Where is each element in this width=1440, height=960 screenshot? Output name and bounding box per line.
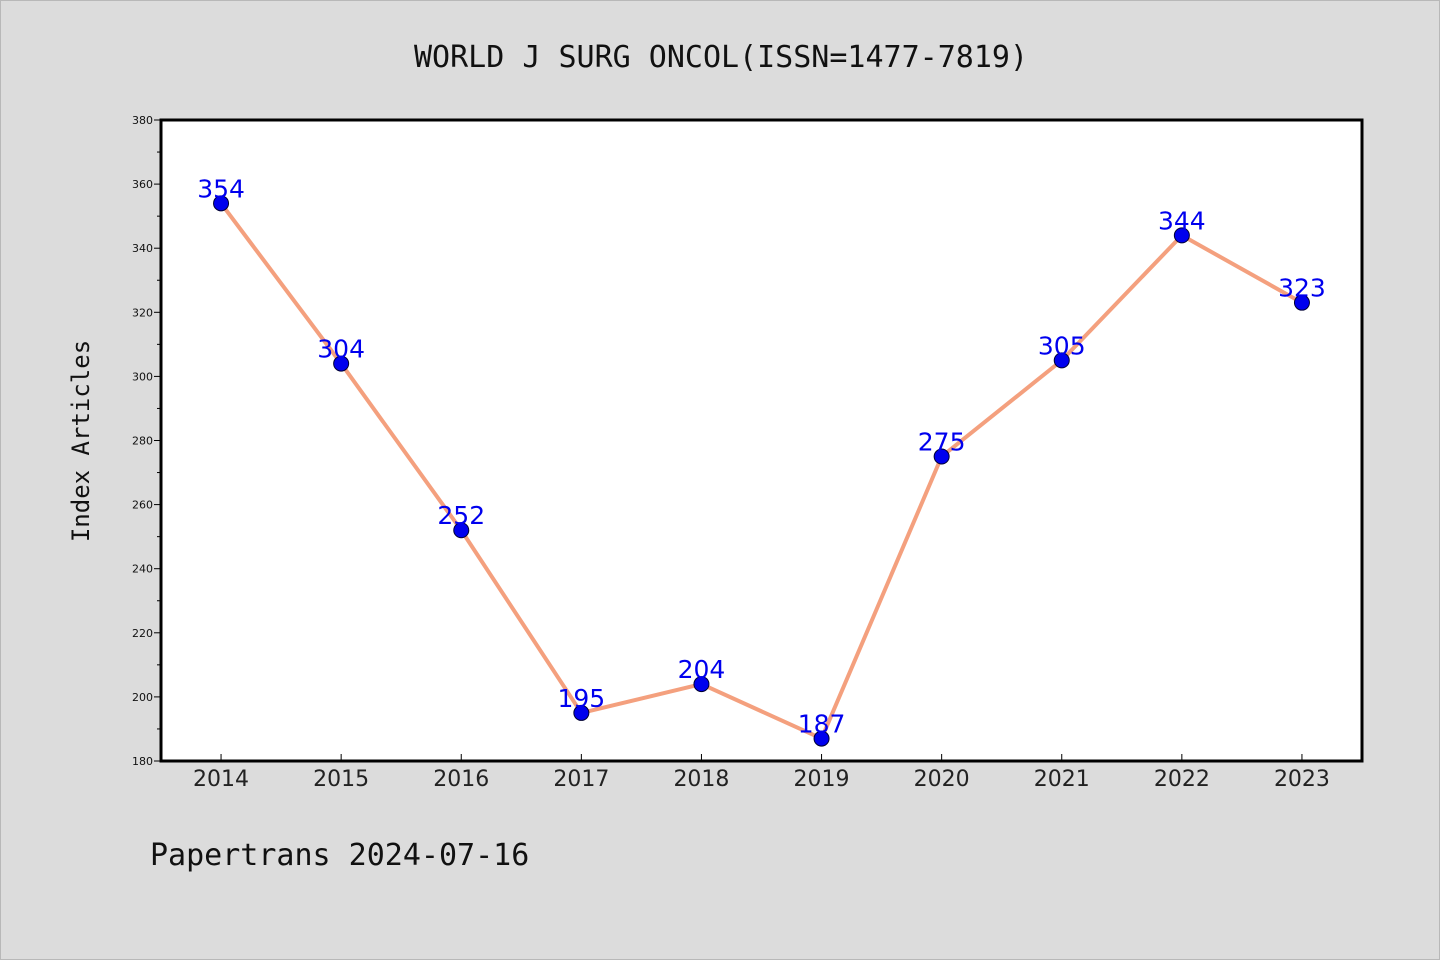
data-label: 344	[1158, 206, 1206, 235]
series-line-segment	[699, 682, 824, 741]
plot-area	[159, 118, 1364, 763]
y-tick-label: 220	[132, 627, 153, 640]
y-tick-label: 180	[132, 755, 153, 768]
data-point	[213, 195, 230, 212]
y-tick-label: 240	[132, 563, 153, 576]
data-point	[333, 355, 350, 372]
y-tick-label: 300	[132, 370, 153, 383]
y-tick-label: 380	[132, 114, 153, 127]
data-point	[1173, 227, 1190, 244]
y-tick-label: 260	[132, 499, 153, 512]
y-tick-label: 320	[132, 306, 153, 319]
x-tick-label: 2017	[553, 767, 609, 792]
y-tick-label: 280	[132, 435, 153, 448]
data-labels: 354 304 252 195 204 187 275 305 344 323	[197, 174, 1326, 738]
data-point	[1293, 294, 1310, 311]
data-label: 187	[798, 710, 846, 739]
data-label: 252	[437, 501, 485, 530]
series-line-segment	[579, 682, 704, 715]
footer-watermark: Papertrans 2024-07-16	[150, 838, 529, 873]
data-point	[573, 704, 590, 721]
x-tick-label: 2023	[1274, 767, 1330, 792]
data-label: 304	[317, 335, 365, 364]
series-line-segment	[1179, 233, 1304, 305]
data-point	[693, 676, 710, 693]
data-point	[453, 522, 470, 539]
series-line-segment	[219, 201, 344, 366]
data-label: 354	[197, 174, 245, 203]
data-point	[1053, 352, 1070, 369]
x-tick-label: 2019	[794, 767, 850, 792]
x-tick-label: 2020	[914, 767, 970, 792]
data-label: 323	[1278, 274, 1326, 303]
y-tick-label: 360	[132, 178, 153, 191]
y-tick-label: 340	[132, 242, 153, 255]
y-axis: 180 200 220 240 260 280 300 320 340 360 380	[132, 114, 161, 768]
series-line-segment	[459, 528, 584, 715]
series-line-segment	[819, 454, 944, 741]
data-label: 275	[918, 428, 966, 457]
data-label: 195	[557, 684, 605, 713]
x-axis: 2014 2015 2016 2017 2018 2019 2020 2021 2022 2023	[193, 754, 1330, 792]
series-points	[213, 195, 1310, 747]
series-line-segment	[1059, 233, 1184, 363]
series-lines	[219, 201, 1304, 741]
chart-title: WORLD J SURG ONCOL(ISSN=1477-7819)	[414, 40, 1028, 75]
data-point	[933, 448, 950, 465]
x-tick-label: 2021	[1034, 767, 1090, 792]
x-tick-label: 2015	[313, 767, 369, 792]
series-line-segment	[939, 358, 1064, 459]
x-tick-label: 2022	[1154, 767, 1210, 792]
data-point	[813, 730, 830, 747]
data-label: 204	[678, 655, 726, 684]
y-tick-label: 200	[132, 691, 153, 704]
series-line-segment	[339, 361, 464, 533]
x-tick-label: 2014	[193, 767, 249, 792]
y-axis-label: Index Articles	[67, 340, 95, 542]
x-tick-label: 2018	[673, 767, 729, 792]
data-label: 305	[1038, 331, 1086, 360]
x-tick-label: 2016	[433, 767, 489, 792]
